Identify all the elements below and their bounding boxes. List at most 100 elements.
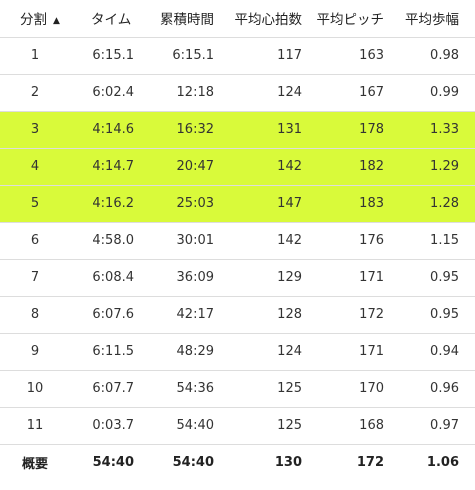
column-header-avg-hr-label: 平均心拍数	[234, 12, 303, 29]
cell-avg-stride: 1.29	[388, 148, 475, 186]
cell-split: 3	[0, 111, 70, 149]
cell-time: 4:16.2	[70, 185, 134, 223]
sort-ascending-icon[interactable]: ▲	[53, 16, 60, 27]
cell-time: 6:11.5	[70, 333, 134, 371]
cell-avg-hr: 124	[218, 333, 306, 371]
cell-time: 6:02.4	[70, 74, 134, 112]
cell-cumulative-time: 48:29	[134, 333, 218, 371]
column-header-split-label: 分割	[20, 12, 47, 29]
cell-avg-cadence: 178	[306, 111, 388, 149]
cell-avg-cadence: 171	[306, 259, 388, 297]
cell-split: 10	[0, 370, 70, 408]
cell-cumulative-time: 12:18	[134, 74, 218, 112]
column-header-time-label: タイム	[91, 12, 132, 29]
cell-avg-cadence: 167	[306, 74, 388, 112]
cell-avg-hr: 142	[218, 148, 306, 186]
cell-avg-cadence: 183	[306, 185, 388, 223]
cell-time: 4:14.6	[70, 111, 134, 149]
table-row[interactable]: 7 6:08.4 36:09 129 171 0.95	[0, 259, 475, 297]
cell-avg-stride: 0.99	[388, 74, 475, 112]
cell-cumulative-time: 42:17	[134, 296, 218, 334]
cell-time: 0:03.7	[70, 407, 134, 445]
table-row[interactable]: 4 4:14.7 20:47 142 182 1.29	[0, 148, 475, 186]
cell-split: 1	[0, 37, 70, 75]
cell-avg-cadence: 176	[306, 222, 388, 260]
cell-avg-hr: 125	[218, 407, 306, 445]
cell-split: 9	[0, 333, 70, 371]
summary-stride: 1.06	[426, 455, 459, 471]
column-header-avg-stride-label: 平均歩幅	[405, 12, 459, 29]
cell-split: 6	[0, 222, 70, 260]
summary-hr: 130	[274, 455, 302, 471]
column-header-time[interactable]: タイム	[70, 0, 134, 38]
cell-avg-hr: 131	[218, 111, 306, 149]
header-row: 分割 ▲ タイム 累積時間 平均心拍数 平均ピッチ 平均歩幅	[0, 0, 475, 38]
splits-table-header: 分割 ▲ タイム 累積時間 平均心拍数 平均ピッチ 平均歩幅	[0, 0, 475, 38]
cell-cumulative-time: 20:47	[134, 148, 218, 186]
cell-split: 7	[0, 259, 70, 297]
cell-split: 11	[0, 407, 70, 445]
cell-split: 4	[0, 148, 70, 186]
cell-avg-cadence: 170	[306, 370, 388, 408]
summary-cumulative: 54:40	[172, 455, 214, 471]
table-row[interactable]: 3 4:14.6 16:32 131 178 1.33	[0, 111, 475, 149]
cell-avg-stride: 1.15	[388, 222, 475, 260]
cell-cumulative-time: 16:32	[134, 111, 218, 149]
cell-split: 2	[0, 74, 70, 112]
summary-time: 54:40	[92, 455, 134, 471]
table-row[interactable]: 5 4:16.2 25:03 147 183 1.28	[0, 185, 475, 223]
cell-time: 6:08.4	[70, 259, 134, 297]
table-row[interactable]: 10 6:07.7 54:36 125 170 0.96	[0, 370, 475, 408]
summary-row: 概要 54:40 54:40 130 172 1.06	[0, 444, 475, 481]
cell-avg-stride: 0.94	[388, 333, 475, 371]
cell-time: 6:15.1	[70, 37, 134, 75]
column-header-avg-hr[interactable]: 平均心拍数	[218, 0, 306, 38]
cell-cumulative-time: 54:36	[134, 370, 218, 408]
cell-avg-stride: 0.95	[388, 259, 475, 297]
cell-avg-hr: 128	[218, 296, 306, 334]
cell-time: 6:07.7	[70, 370, 134, 408]
column-header-avg-stride[interactable]: 平均歩幅	[388, 0, 475, 38]
column-header-split[interactable]: 分割 ▲	[0, 0, 70, 38]
splits-table-body: 1 6:15.1 6:15.1 117 163 0.98 2 6:02.4 12:18 124 16…	[0, 37, 475, 481]
summary-label: 概要	[21, 457, 48, 473]
column-header-cumulative-time[interactable]: 累積時間	[134, 0, 218, 38]
cell-split: 8	[0, 296, 70, 334]
cell-avg-hr: 125	[218, 370, 306, 408]
table-row[interactable]: 9 6:11.5 48:29 124 171 0.94	[0, 333, 475, 371]
table-row[interactable]: 1 6:15.1 6:15.1 117 163 0.98	[0, 37, 475, 75]
table-row[interactable]: 2 6:02.4 12:18 124 167 0.99	[0, 74, 475, 112]
cell-avg-cadence: 172	[306, 296, 388, 334]
cell-avg-stride: 0.95	[388, 296, 475, 334]
cell-cumulative-time: 6:15.1	[134, 37, 218, 75]
cell-avg-hr: 129	[218, 259, 306, 297]
cell-split: 5	[0, 185, 70, 223]
cell-avg-stride: 1.28	[388, 185, 475, 223]
table-row[interactable]: 11 0:03.7 54:40 125 168 0.97	[0, 407, 475, 445]
cell-avg-stride: 0.97	[388, 407, 475, 445]
cell-avg-stride: 0.96	[388, 370, 475, 408]
cell-cumulative-time: 36:09	[134, 259, 218, 297]
cell-cumulative-time: 54:40	[134, 407, 218, 445]
cell-avg-cadence: 182	[306, 148, 388, 186]
column-header-avg-cadence-label: 平均ピッチ	[316, 12, 385, 29]
cell-avg-cadence: 168	[306, 407, 388, 445]
cell-cumulative-time: 30:01	[134, 222, 218, 260]
summary-cadence: 172	[356, 455, 384, 471]
table-row[interactable]: 6 4:58.0 30:01 142 176 1.15	[0, 222, 475, 260]
cell-avg-stride: 0.98	[388, 37, 475, 75]
cell-avg-cadence: 163	[306, 37, 388, 75]
column-header-avg-cadence[interactable]: 平均ピッチ	[306, 0, 388, 38]
cell-avg-cadence: 171	[306, 333, 388, 371]
cell-time: 6:07.6	[70, 296, 134, 334]
cell-avg-hr: 142	[218, 222, 306, 260]
cell-time: 4:14.7	[70, 148, 134, 186]
cell-cumulative-time: 25:03	[134, 185, 218, 223]
cell-avg-hr: 147	[218, 185, 306, 223]
column-header-cumulative-time-label: 累積時間	[160, 12, 214, 29]
cell-time: 4:58.0	[70, 222, 134, 260]
table-row[interactable]: 8 6:07.6 42:17 128 172 0.95	[0, 296, 475, 334]
cell-avg-stride: 1.33	[388, 111, 475, 149]
cell-avg-hr: 117	[218, 37, 306, 75]
